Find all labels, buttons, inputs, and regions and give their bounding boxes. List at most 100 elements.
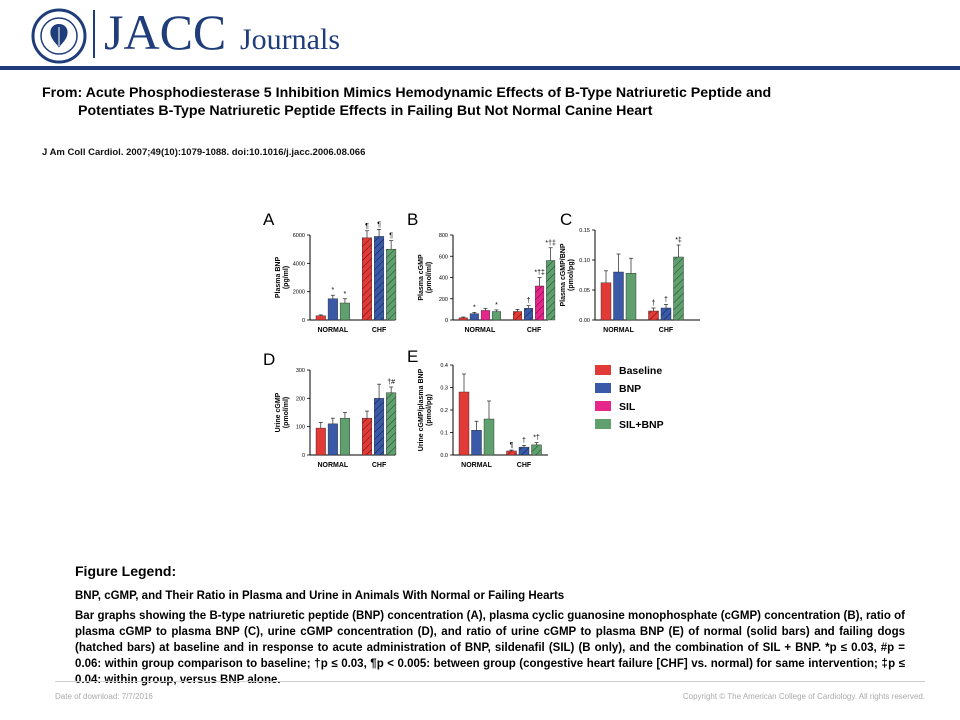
significance-mark: † <box>664 296 668 303</box>
x-group-label: NORMAL <box>317 327 348 334</box>
significance-mark: ¶ <box>365 223 369 230</box>
panel-d: D Urine cGMP (pmol/ml) 0 100 200 300 †# NORMAL CH… <box>263 350 397 469</box>
bar <box>531 444 542 456</box>
header-rule <box>0 66 960 70</box>
significance-mark: † <box>652 300 656 307</box>
y-tick-label: 200 <box>439 297 448 303</box>
citation: J Am Coll Cardiol. 2007;49(10):1079-1088… <box>42 147 366 158</box>
bar <box>339 302 350 321</box>
x-group-label: NORMAL <box>461 462 492 469</box>
significance-mark: * <box>495 302 498 309</box>
y-axis-label: Plasma BNP <box>275 257 282 299</box>
bar <box>648 310 659 321</box>
logo-divider <box>93 10 95 58</box>
y-tick-label: 100 <box>296 425 305 431</box>
bar <box>613 271 624 321</box>
legend-swatch <box>595 383 611 393</box>
x-group-label: CHF <box>659 327 674 334</box>
legend-label: SIL+BNP <box>619 419 664 431</box>
y-tick-label: 0.3 <box>440 386 448 392</box>
significance-mark: ¶ <box>377 221 381 228</box>
y-tick-label: 0.00 <box>579 318 590 324</box>
bar <box>469 313 479 321</box>
bar <box>327 423 338 456</box>
panel-b: B Plasma cGMP (pmol/ml) 0 200 400 600 800 * * † *†‡… <box>407 210 556 334</box>
y-tick-label: 300 <box>296 368 305 374</box>
chart-legend: Baseline BNP SIL SIL+BNP <box>595 365 664 431</box>
panel-letter: C <box>560 210 572 229</box>
x-group-label: NORMAL <box>317 462 348 469</box>
significance-mark: *‡ <box>675 237 682 244</box>
y-axis-label: (pg/ml) <box>283 266 290 289</box>
bar <box>546 260 556 321</box>
copyright-notice: Copyright © The American College of Card… <box>682 692 925 701</box>
bar <box>386 392 397 456</box>
bar <box>339 417 350 456</box>
x-group-label: CHF <box>372 327 387 334</box>
journals-wordmark: Journals <box>240 23 340 56</box>
bar <box>315 315 326 321</box>
bar <box>374 236 385 321</box>
x-group-label: CHF <box>527 327 542 334</box>
bar <box>518 446 530 456</box>
download-date: Date of download: 7/7/2016 <box>55 692 153 701</box>
article-title: From: Acute Phosphodiesterase 5 Inhibiti… <box>42 84 922 120</box>
bar <box>491 311 501 321</box>
y-axis-label: Urine cGMP/plasma BNP <box>418 368 425 451</box>
y-tick-label: 4000 <box>293 261 305 267</box>
y-axis-label: (pmol/ml) <box>283 397 290 429</box>
footer-rule <box>55 681 925 682</box>
legend-swatch <box>595 401 611 411</box>
bar <box>327 298 338 321</box>
significance-mark: † <box>522 437 526 444</box>
article-title-line2: Potentiates B-Type Natriuretic Peptide E… <box>78 103 653 119</box>
panel-letter: A <box>263 210 275 229</box>
bar <box>386 248 397 321</box>
significance-mark: * <box>344 291 347 298</box>
panel-letter: D <box>263 350 275 369</box>
bar <box>524 308 534 321</box>
bar <box>600 282 612 321</box>
bar <box>673 256 684 321</box>
significance-mark: ¶ <box>389 233 393 240</box>
bar <box>362 417 372 456</box>
bar <box>315 427 326 456</box>
significance-mark: *†‡ <box>545 240 556 247</box>
acc-seal-logo <box>30 8 88 69</box>
figure-panels: A Plasma BNP (pg/ml) 0 2000 4000 6000 * * ¶ ¶ ¶ NORM… <box>255 205 725 490</box>
bar <box>535 285 545 321</box>
legend-label: BNP <box>619 383 641 395</box>
significance-mark: † <box>527 298 531 305</box>
y-tick-label: 600 <box>439 254 448 260</box>
panel-letter: B <box>407 210 418 229</box>
y-axis-label: Plasma cGMP/BNP <box>560 243 567 306</box>
panel-c: C Plasma cGMP/BNP (pmol/pg) 0.00 0.05 0.10 0.1… <box>560 210 700 334</box>
y-tick-label: 0 <box>302 318 305 324</box>
bar <box>471 430 482 456</box>
bar <box>480 310 490 321</box>
y-tick-label: 0.4 <box>440 363 448 369</box>
legend-label: Baseline <box>619 365 662 377</box>
bar <box>513 311 522 321</box>
y-axis-label: Plasma cGMP <box>418 254 425 301</box>
y-tick-label: 200 <box>296 396 305 402</box>
x-group-label: CHF <box>517 462 532 469</box>
y-tick-label: 400 <box>439 276 448 282</box>
x-group-label: NORMAL <box>465 327 496 334</box>
significance-mark: ¶ <box>510 442 514 449</box>
x-group-label: NORMAL <box>603 327 634 334</box>
y-tick-label: 0.2 <box>440 408 448 414</box>
panel-a: A Plasma BNP (pg/ml) 0 2000 4000 6000 * * ¶ ¶ ¶ NORM… <box>263 210 397 334</box>
significance-mark: *† <box>533 435 540 442</box>
y-tick-label: 0 <box>302 453 305 459</box>
bar <box>458 317 468 321</box>
jacc-wordmark: JACC <box>104 4 227 60</box>
significance-mark: * <box>331 287 334 294</box>
y-tick-label: 0.1 <box>440 431 448 437</box>
panel-letter: E <box>407 347 418 366</box>
y-axis-label: (pmol/pg) <box>568 259 575 291</box>
y-tick-label: 0.05 <box>579 288 590 294</box>
